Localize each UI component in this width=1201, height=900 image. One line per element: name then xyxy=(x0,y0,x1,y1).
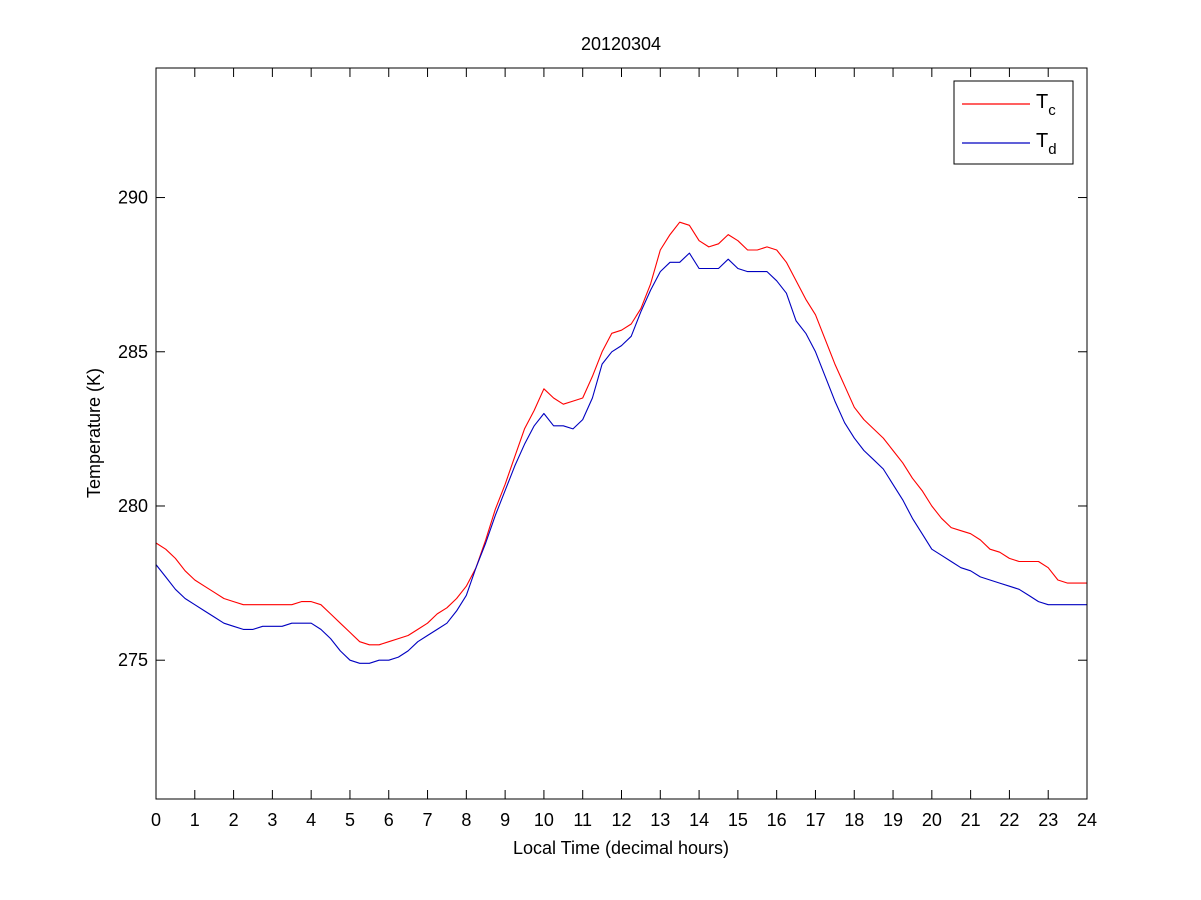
x-tick-label: 24 xyxy=(1077,810,1097,830)
x-tick-label: 15 xyxy=(728,810,748,830)
legend: Tc Td xyxy=(953,80,1074,165)
x-tick-label: 0 xyxy=(151,810,161,830)
x-tick-label: 1 xyxy=(190,810,200,830)
plot-background xyxy=(156,68,1087,799)
y-tick-label: 290 xyxy=(118,188,148,208)
x-tick-label: 20 xyxy=(922,810,942,830)
x-tick-label: 5 xyxy=(345,810,355,830)
legend-entry-td: Td xyxy=(1036,130,1057,158)
x-tick-label: 2 xyxy=(229,810,239,830)
tick-layer: 0 1 2 3 4 5 6 7 8 9 10 11 12 13 14 15 16 17 18 19 20 21 22 23 24… xyxy=(118,68,1097,830)
x-tick-label: 6 xyxy=(384,810,394,830)
legend-subscript-tc: c xyxy=(1048,102,1056,119)
x-tick-label: 10 xyxy=(534,810,554,830)
x-tick-label: 21 xyxy=(961,810,981,830)
legend-entry-tc: Tc xyxy=(1036,91,1056,119)
legend-box xyxy=(953,80,1074,165)
x-tick-label: 13 xyxy=(650,810,670,830)
y-tick-label: 280 xyxy=(118,496,148,516)
plot-area: 0 1 2 3 4 5 6 7 8 9 10 11 12 13 14 15 16 17 18 19 20 21 22 23 24… xyxy=(118,67,1097,830)
x-tick-label: 16 xyxy=(767,810,787,830)
x-tick-label: 3 xyxy=(267,810,277,830)
x-tick-label: 4 xyxy=(306,810,316,830)
series-line-tc xyxy=(155,221,1087,646)
x-tick-label: 19 xyxy=(883,810,903,830)
x-axis-label: Local Time (decimal hours) xyxy=(513,838,729,858)
x-tick-label: 8 xyxy=(461,810,471,830)
y-axis-label: Temperature (K) xyxy=(84,368,104,498)
x-tick-label: 17 xyxy=(805,810,825,830)
x-tick-label: 7 xyxy=(423,810,433,830)
legend-label-tc: T xyxy=(1036,91,1048,113)
legend-subscript-td: d xyxy=(1048,141,1056,158)
y-tick-label: 275 xyxy=(118,650,148,670)
series-layer xyxy=(155,221,1087,664)
x-tick-label: 23 xyxy=(1038,810,1058,830)
legend-label-td: T xyxy=(1036,130,1048,152)
y-tick-label: 285 xyxy=(118,342,148,362)
x-tick-label: 11 xyxy=(573,810,592,830)
x-tick-label: 12 xyxy=(611,810,631,830)
chart-title: 20120304 xyxy=(581,34,661,54)
x-tick-label: 9 xyxy=(500,810,510,830)
x-tick-label: 22 xyxy=(999,810,1019,830)
x-tick-label: 14 xyxy=(689,810,709,830)
x-tick-label: 18 xyxy=(844,810,864,830)
series-line-td xyxy=(155,252,1087,664)
